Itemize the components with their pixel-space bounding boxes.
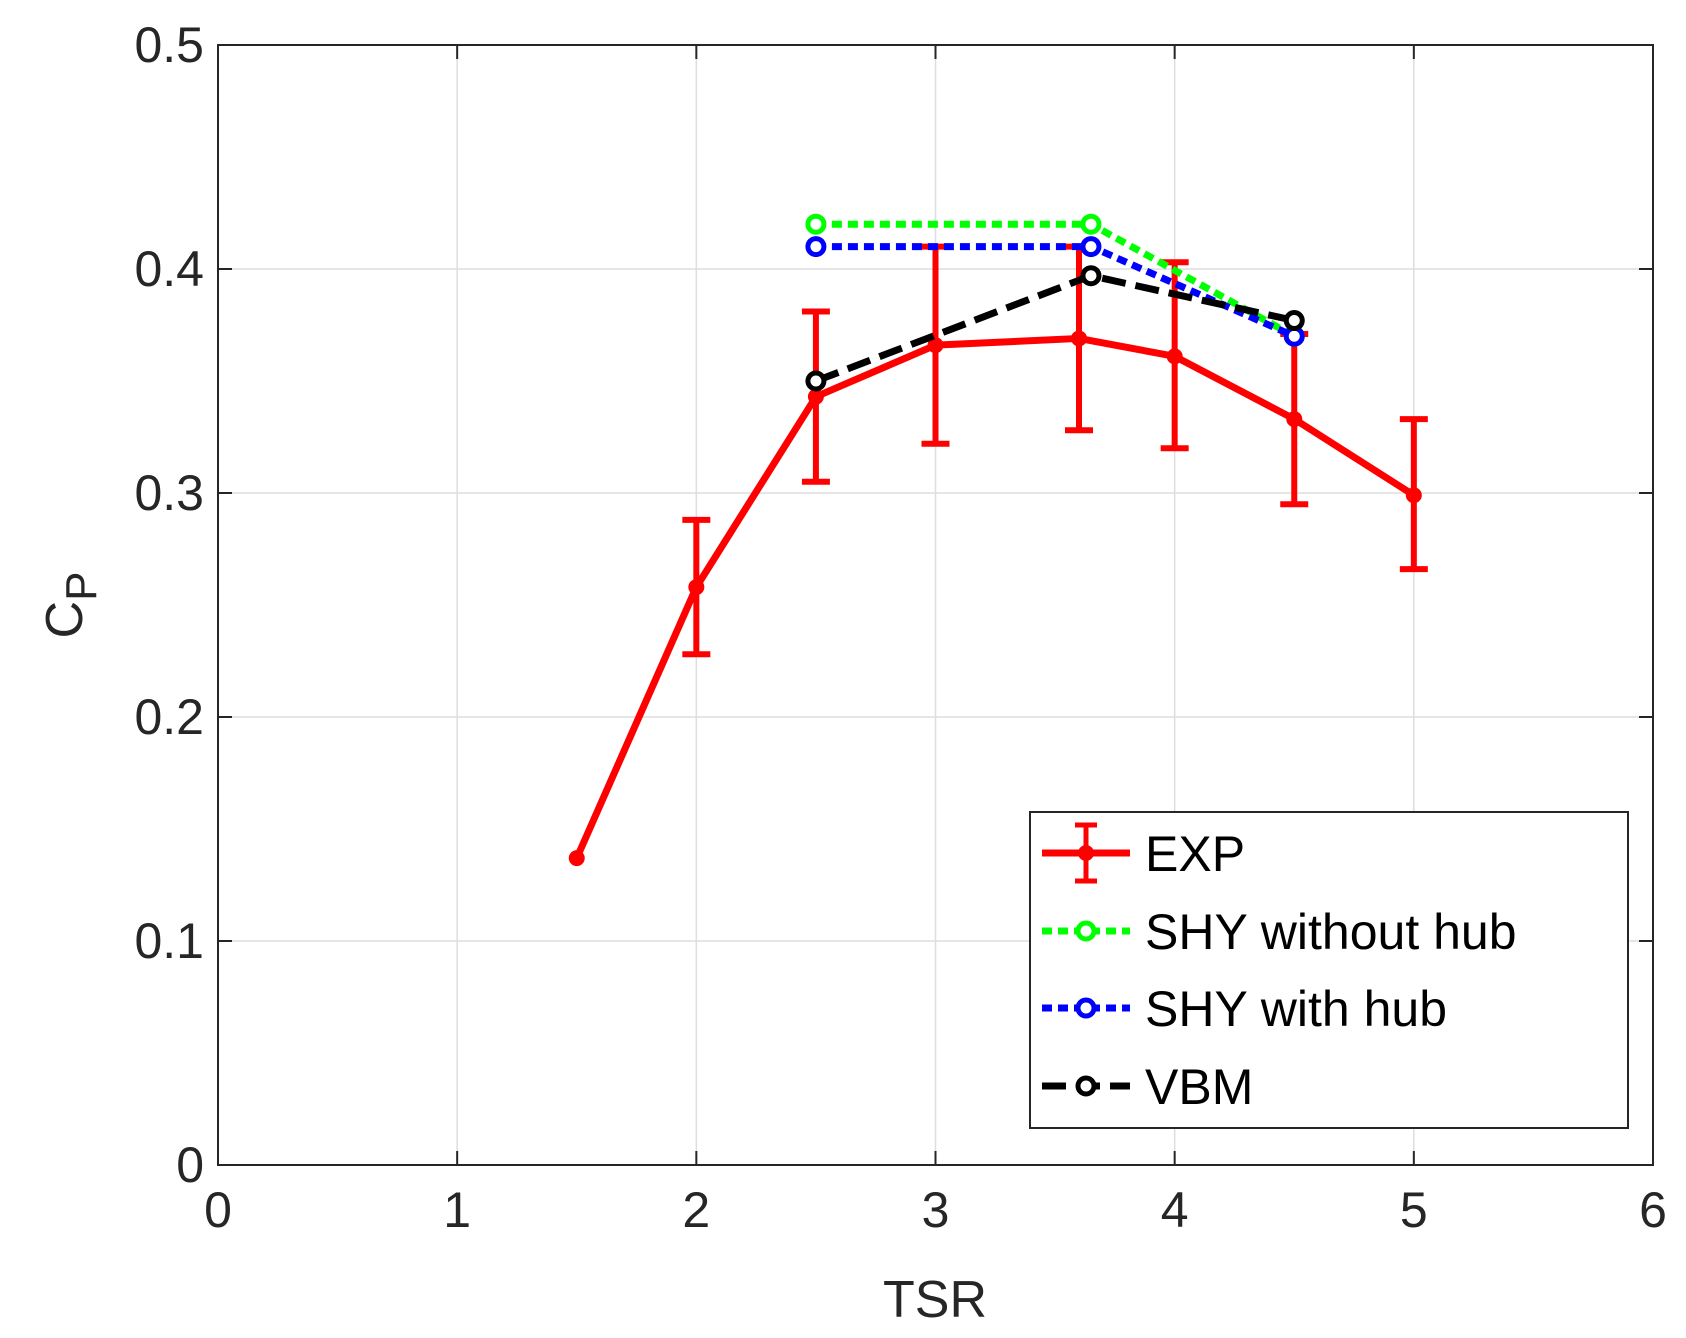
data-point bbox=[1286, 411, 1303, 428]
series-group bbox=[568, 213, 1428, 867]
y-axis-label-main: C bbox=[36, 601, 94, 639]
data-point bbox=[805, 236, 827, 258]
data-point bbox=[568, 850, 585, 867]
x-axis-label: TSR bbox=[883, 1271, 987, 1329]
data-point bbox=[1405, 487, 1422, 504]
y-tick-label: 0.1 bbox=[134, 913, 204, 969]
y-axis-label: CP bbox=[36, 572, 106, 639]
data-point bbox=[1283, 310, 1305, 332]
data-point bbox=[805, 370, 827, 392]
legend-entry-3: VBM bbox=[1042, 1059, 1253, 1115]
legend: EXP SHY without hub SHY with hub VBM bbox=[1029, 811, 1629, 1129]
y-axis-label-sub: P bbox=[57, 572, 106, 601]
data-point bbox=[805, 213, 827, 235]
legend-label: SHY with hub bbox=[1145, 981, 1447, 1037]
x-tick-label: 0 bbox=[204, 1182, 232, 1238]
legend-marker bbox=[1078, 845, 1094, 861]
data-point bbox=[1071, 330, 1087, 347]
x-tick-label: 2 bbox=[682, 1182, 710, 1238]
x-tick-label: 1 bbox=[443, 1182, 471, 1238]
series-2 bbox=[805, 236, 1305, 347]
series-line bbox=[573, 334, 1418, 862]
y-tick-label: 0 bbox=[176, 1137, 204, 1193]
legend-entries: EXP SHY without hub SHY with hub VBM bbox=[1042, 822, 1517, 1115]
x-tick-label: 5 bbox=[1400, 1182, 1428, 1238]
legend-marker bbox=[1075, 997, 1097, 1019]
data-point bbox=[1080, 236, 1102, 258]
x-tick-label: 6 bbox=[1639, 1182, 1667, 1238]
series-0 bbox=[568, 243, 1428, 867]
series-3 bbox=[805, 265, 1305, 392]
data-point bbox=[1080, 213, 1102, 235]
legend-label: SHY without hub bbox=[1145, 904, 1517, 960]
data-point bbox=[927, 337, 944, 354]
legend-entry-0: EXP bbox=[1042, 822, 1245, 884]
legend-box bbox=[1029, 811, 1629, 1129]
legend-label: EXP bbox=[1145, 826, 1245, 882]
data-point bbox=[688, 579, 705, 596]
x-tick-label: 3 bbox=[922, 1182, 950, 1238]
y-tick-label: 0.3 bbox=[134, 465, 204, 521]
legend-entry-2: SHY with hub bbox=[1042, 981, 1447, 1037]
axis-ticks: 0 1 2 3 4 5 6 0 0.1 0.2 0.3 0.4 0.5 bbox=[134, 17, 1666, 1238]
x-tick-label: 4 bbox=[1161, 1182, 1189, 1238]
legend-label: VBM bbox=[1145, 1059, 1253, 1115]
y-tick-label: 0.2 bbox=[134, 689, 204, 745]
legend-marker bbox=[1075, 1075, 1097, 1097]
data-point bbox=[807, 388, 824, 405]
legend-marker bbox=[1075, 920, 1097, 942]
legend-entry-1: SHY without hub bbox=[1042, 904, 1517, 960]
y-tick-label: 0.5 bbox=[134, 17, 204, 73]
data-point bbox=[1080, 265, 1102, 287]
data-point bbox=[1166, 348, 1183, 365]
y-tick-label: 0.4 bbox=[134, 241, 204, 297]
